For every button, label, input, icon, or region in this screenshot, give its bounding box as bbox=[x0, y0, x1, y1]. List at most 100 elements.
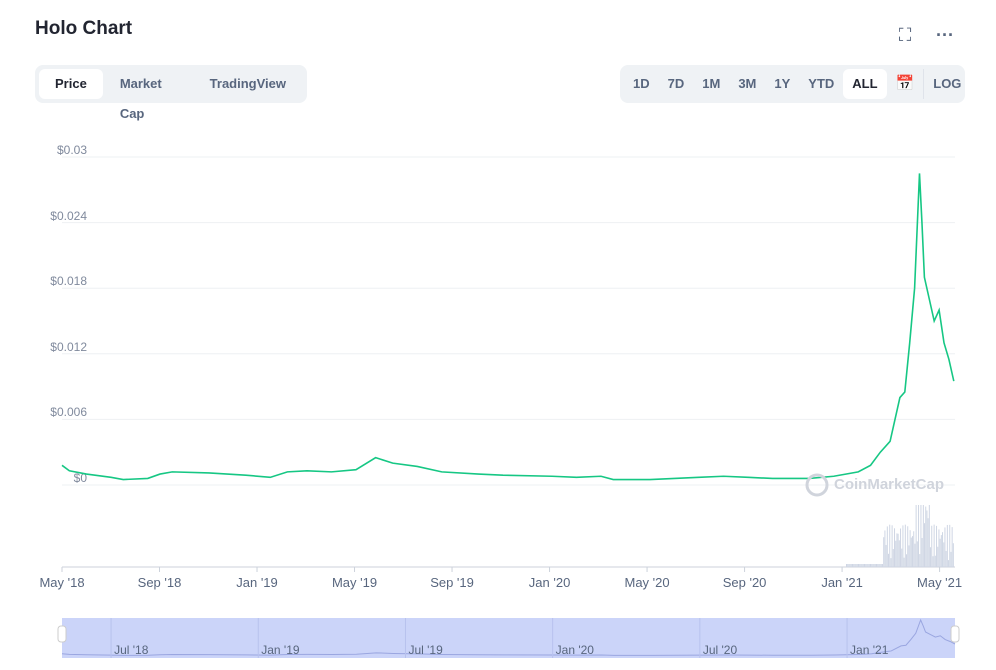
volume-bar bbox=[862, 564, 864, 567]
volume-bar bbox=[921, 538, 923, 567]
volume-bar bbox=[870, 564, 872, 567]
volume-bar bbox=[920, 505, 922, 567]
navigator-handle[interactable] bbox=[950, 625, 960, 643]
volume-bar bbox=[903, 557, 905, 567]
volume-bar bbox=[945, 550, 947, 567]
more-options-icon[interactable]: ··· bbox=[936, 25, 954, 45]
navigator-tick-label: Jul '19 bbox=[408, 643, 443, 657]
navigator-handle[interactable] bbox=[57, 625, 67, 643]
volume-bar bbox=[931, 525, 933, 567]
volume-bar bbox=[924, 523, 926, 567]
coinmarketcap-logo-icon bbox=[805, 473, 829, 497]
volume-bar bbox=[904, 524, 906, 567]
volume-bar bbox=[888, 553, 890, 567]
y-tick-label: $0.006 bbox=[50, 405, 87, 420]
volume-bar bbox=[936, 525, 938, 567]
navigator-tick-label: Jul '18 bbox=[114, 643, 149, 657]
calendar-icon[interactable]: 📅 bbox=[895, 75, 915, 92]
range-ytd[interactable]: YTD bbox=[808, 76, 835, 91]
range-1m[interactable]: 1M bbox=[702, 76, 721, 91]
volume-bar bbox=[846, 564, 847, 567]
fullscreen-icon[interactable]: ⛶ bbox=[898, 25, 912, 45]
chart-type-tabs: Price Market Cap TradingView bbox=[35, 65, 307, 121]
volume-bar bbox=[942, 532, 944, 567]
volume-bar bbox=[877, 564, 879, 567]
range-1d[interactable]: 1D bbox=[633, 76, 650, 91]
volume-bar bbox=[871, 564, 873, 567]
volume-bar bbox=[900, 528, 902, 567]
x-tick-label: May '18 bbox=[39, 575, 85, 590]
volume-bar bbox=[943, 542, 945, 567]
navigator-tick-label: Jan '21 bbox=[850, 643, 889, 657]
x-tick-label: Jan '19 bbox=[236, 575, 278, 590]
volume-bar bbox=[946, 524, 948, 567]
volume-bar bbox=[895, 540, 897, 567]
volume-bar bbox=[885, 544, 887, 567]
volume-bar bbox=[896, 533, 898, 567]
tab-market-cap[interactable]: Market Cap bbox=[119, 76, 162, 121]
x-tick-label: May '20 bbox=[624, 575, 670, 590]
x-tick-label: May '19 bbox=[331, 575, 378, 590]
volume-bar bbox=[886, 526, 888, 567]
volume-bar bbox=[930, 547, 932, 567]
log-toggle[interactable]: LOG bbox=[923, 69, 970, 99]
volume-bar bbox=[876, 564, 878, 567]
volume-bar bbox=[909, 530, 911, 567]
volume-bar bbox=[864, 564, 866, 567]
x-tick-label: Sep '20 bbox=[722, 575, 767, 590]
navigator-tick-label: Jan '20 bbox=[556, 643, 595, 657]
volume-bar bbox=[906, 554, 908, 567]
range-3m[interactable]: 3M bbox=[738, 76, 757, 91]
volume-bar bbox=[858, 564, 860, 567]
volume-bar bbox=[934, 555, 936, 567]
volume-bar bbox=[937, 546, 939, 567]
volume-bar bbox=[922, 505, 924, 567]
range-1y[interactable]: 1Y bbox=[774, 76, 791, 91]
volume-bar bbox=[880, 564, 882, 567]
volume-bar bbox=[879, 564, 881, 567]
tab-tradingview[interactable]: TradingView bbox=[209, 76, 286, 91]
x-tick-label: Jan '21 bbox=[821, 575, 863, 590]
volume-bar bbox=[859, 564, 861, 567]
volume-bar bbox=[860, 564, 862, 567]
volume-bar bbox=[892, 549, 894, 567]
y-tick-label: $0 bbox=[73, 471, 87, 485]
volume-bar bbox=[910, 537, 912, 567]
x-tick-label: Sep '18 bbox=[137, 575, 182, 590]
range-selector: 1D 7D 1M 3M 1Y YTD ALL 📅 LOG bbox=[620, 65, 965, 103]
tab-price[interactable]: Price bbox=[39, 69, 103, 99]
volume-bar bbox=[849, 564, 851, 567]
volume-bar bbox=[898, 540, 900, 567]
volume-bar bbox=[940, 535, 942, 567]
volume-bar bbox=[891, 525, 893, 567]
volume-bar bbox=[908, 545, 910, 567]
volume-bar bbox=[884, 530, 886, 567]
volume-bar bbox=[867, 564, 869, 567]
volume-bar bbox=[948, 560, 950, 567]
volume-bar bbox=[894, 528, 896, 567]
price-line bbox=[61, 173, 955, 481]
volume-bar bbox=[883, 537, 885, 567]
volume-bar bbox=[932, 556, 934, 567]
volume-bar bbox=[872, 564, 874, 567]
range-7d[interactable]: 7D bbox=[667, 76, 685, 91]
volume-bar bbox=[949, 524, 951, 567]
x-tick-label: Jan '20 bbox=[528, 575, 571, 590]
volume-bar bbox=[854, 564, 856, 567]
volume-bar bbox=[889, 524, 891, 567]
volume-bar bbox=[918, 505, 920, 567]
volume-bar bbox=[951, 527, 953, 567]
volume-bar bbox=[866, 564, 868, 567]
watermark: CoinMarketCap bbox=[834, 476, 945, 493]
volume-bar bbox=[928, 505, 930, 567]
volume-bar bbox=[913, 531, 915, 567]
volume-bar bbox=[926, 510, 928, 567]
volume-bar bbox=[865, 564, 867, 567]
volume-bar bbox=[927, 518, 929, 567]
y-tick-label: $0.018 bbox=[50, 274, 87, 289]
volume-bar bbox=[915, 505, 917, 567]
volume-bar bbox=[907, 526, 909, 567]
range-all[interactable]: ALL bbox=[843, 69, 887, 99]
navigator bbox=[62, 618, 955, 658]
volume-bar bbox=[882, 564, 884, 567]
